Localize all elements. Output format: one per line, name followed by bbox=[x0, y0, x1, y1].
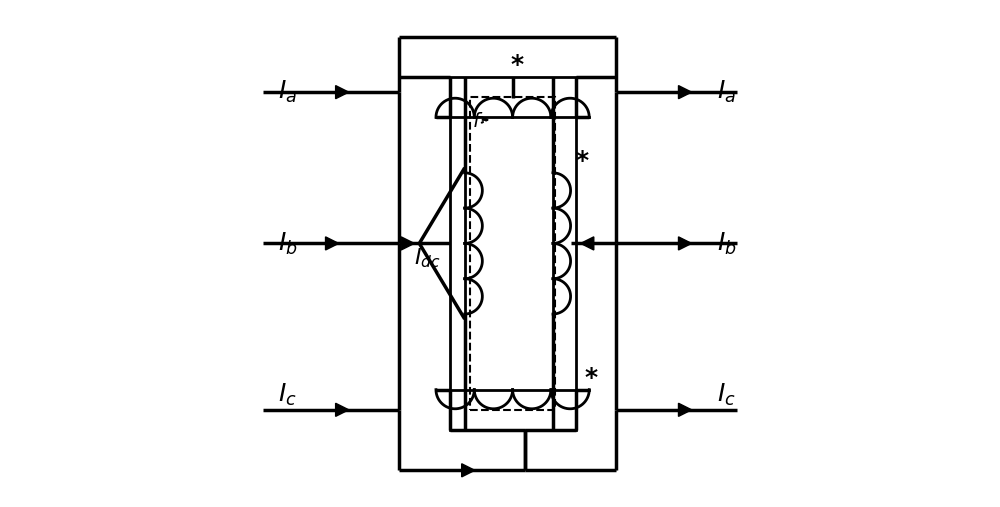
Text: $I_c$: $I_c$ bbox=[278, 382, 297, 408]
Bar bbox=[450, 77, 576, 430]
Text: $I_b$: $I_b$ bbox=[717, 230, 736, 257]
Polygon shape bbox=[678, 237, 692, 250]
Polygon shape bbox=[471, 253, 482, 264]
Polygon shape bbox=[401, 237, 414, 250]
Polygon shape bbox=[326, 237, 339, 250]
Polygon shape bbox=[462, 464, 475, 477]
Text: *: * bbox=[584, 366, 597, 389]
Polygon shape bbox=[336, 86, 349, 99]
Text: $f$: $f$ bbox=[472, 113, 484, 131]
Polygon shape bbox=[471, 223, 482, 234]
Polygon shape bbox=[581, 237, 594, 250]
Polygon shape bbox=[678, 86, 692, 99]
Polygon shape bbox=[487, 397, 498, 409]
Polygon shape bbox=[336, 403, 349, 416]
Polygon shape bbox=[527, 397, 538, 409]
Text: *: * bbox=[576, 149, 589, 173]
Polygon shape bbox=[487, 98, 498, 110]
Polygon shape bbox=[678, 403, 692, 416]
Text: $I_{dc}$: $I_{dc}$ bbox=[414, 247, 440, 270]
Text: *: * bbox=[510, 53, 523, 77]
Text: $I_c$: $I_c$ bbox=[717, 382, 736, 408]
Text: $I_b$: $I_b$ bbox=[278, 230, 298, 257]
Polygon shape bbox=[559, 223, 571, 234]
Text: $I_a$: $I_a$ bbox=[717, 79, 736, 105]
Polygon shape bbox=[559, 253, 571, 264]
Bar bbox=[470, 97, 555, 410]
Polygon shape bbox=[527, 98, 538, 110]
Text: $I_a$: $I_a$ bbox=[278, 79, 297, 105]
